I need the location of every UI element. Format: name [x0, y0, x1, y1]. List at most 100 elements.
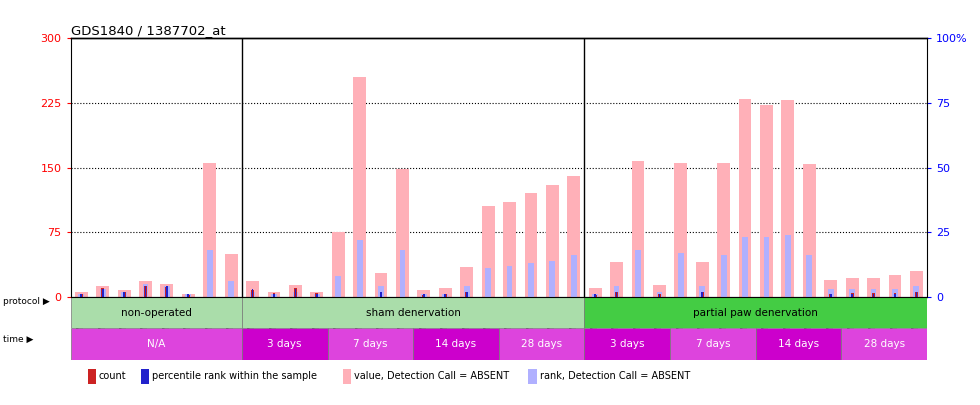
Bar: [378, 286, 384, 297]
Bar: [571, 256, 576, 297]
Bar: [421, 294, 426, 297]
Bar: [700, 286, 706, 297]
Bar: [592, 294, 598, 297]
Bar: [422, 295, 425, 297]
Bar: [756, 328, 842, 360]
Bar: [613, 286, 619, 297]
Bar: [80, 294, 82, 297]
Bar: [842, 328, 927, 360]
Bar: [272, 293, 275, 297]
Bar: [507, 266, 513, 297]
Bar: [295, 289, 296, 297]
Bar: [503, 202, 515, 297]
Bar: [396, 169, 409, 297]
Bar: [343, 369, 351, 384]
Bar: [145, 286, 146, 297]
Bar: [144, 286, 147, 297]
Bar: [678, 253, 684, 297]
Bar: [250, 292, 256, 297]
Bar: [739, 99, 752, 297]
Bar: [550, 261, 556, 297]
Bar: [242, 328, 327, 360]
Text: GDS1840 / 1387702_at: GDS1840 / 1387702_at: [71, 24, 225, 37]
Bar: [166, 287, 169, 297]
Bar: [417, 290, 430, 297]
Bar: [785, 235, 791, 297]
Bar: [182, 294, 195, 297]
Bar: [828, 289, 834, 297]
Text: sham denervation: sham denervation: [366, 307, 461, 318]
Bar: [894, 293, 897, 297]
Bar: [400, 250, 406, 297]
Bar: [781, 100, 795, 297]
Bar: [139, 281, 152, 297]
Text: protocol ▶: protocol ▶: [3, 297, 50, 306]
Bar: [161, 284, 173, 297]
Text: N/A: N/A: [147, 339, 166, 349]
Bar: [166, 286, 168, 297]
Bar: [717, 163, 730, 297]
Text: 28 days: 28 days: [863, 339, 905, 349]
Bar: [379, 292, 382, 297]
Bar: [485, 269, 491, 297]
Bar: [444, 294, 446, 297]
Bar: [657, 292, 662, 297]
Bar: [584, 328, 670, 360]
Bar: [910, 271, 923, 297]
Bar: [915, 292, 917, 297]
Bar: [892, 289, 898, 297]
Bar: [524, 194, 537, 297]
Bar: [803, 164, 815, 297]
Bar: [466, 292, 468, 297]
Bar: [659, 294, 661, 297]
Bar: [894, 294, 896, 297]
Bar: [528, 263, 534, 297]
Text: 7 days: 7 days: [696, 339, 730, 349]
Bar: [242, 297, 584, 328]
Bar: [674, 163, 687, 297]
Bar: [658, 294, 661, 297]
Bar: [889, 275, 902, 297]
Bar: [187, 295, 190, 297]
Bar: [846, 278, 858, 297]
Text: 3 days: 3 days: [268, 339, 302, 349]
Bar: [466, 292, 467, 297]
Bar: [615, 292, 618, 297]
Bar: [720, 256, 726, 297]
Bar: [79, 294, 82, 297]
Bar: [102, 289, 104, 297]
Bar: [353, 77, 367, 297]
Bar: [442, 294, 448, 297]
Bar: [653, 285, 665, 297]
Bar: [228, 281, 234, 297]
Bar: [122, 292, 125, 297]
Bar: [332, 232, 345, 297]
Bar: [423, 294, 424, 297]
Bar: [870, 289, 876, 297]
Bar: [187, 294, 189, 297]
Text: value, Detection Call = ABSENT: value, Detection Call = ABSENT: [354, 371, 509, 381]
Bar: [118, 290, 130, 297]
Bar: [311, 292, 323, 297]
Text: 3 days: 3 days: [610, 339, 645, 349]
Bar: [289, 285, 302, 297]
Bar: [670, 328, 756, 360]
Bar: [101, 288, 104, 297]
Bar: [701, 292, 704, 297]
Bar: [314, 294, 319, 297]
Bar: [461, 266, 473, 297]
Bar: [224, 254, 237, 297]
Bar: [273, 294, 274, 297]
Bar: [594, 295, 597, 297]
Text: 14 days: 14 days: [778, 339, 819, 349]
Text: 28 days: 28 days: [521, 339, 563, 349]
Bar: [414, 328, 499, 360]
Bar: [185, 294, 191, 297]
Bar: [499, 328, 584, 360]
Bar: [246, 281, 259, 297]
Text: 14 days: 14 days: [435, 339, 476, 349]
Bar: [807, 256, 812, 297]
Bar: [327, 328, 414, 360]
Text: partial paw denervation: partial paw denervation: [693, 307, 818, 318]
Bar: [702, 292, 703, 297]
